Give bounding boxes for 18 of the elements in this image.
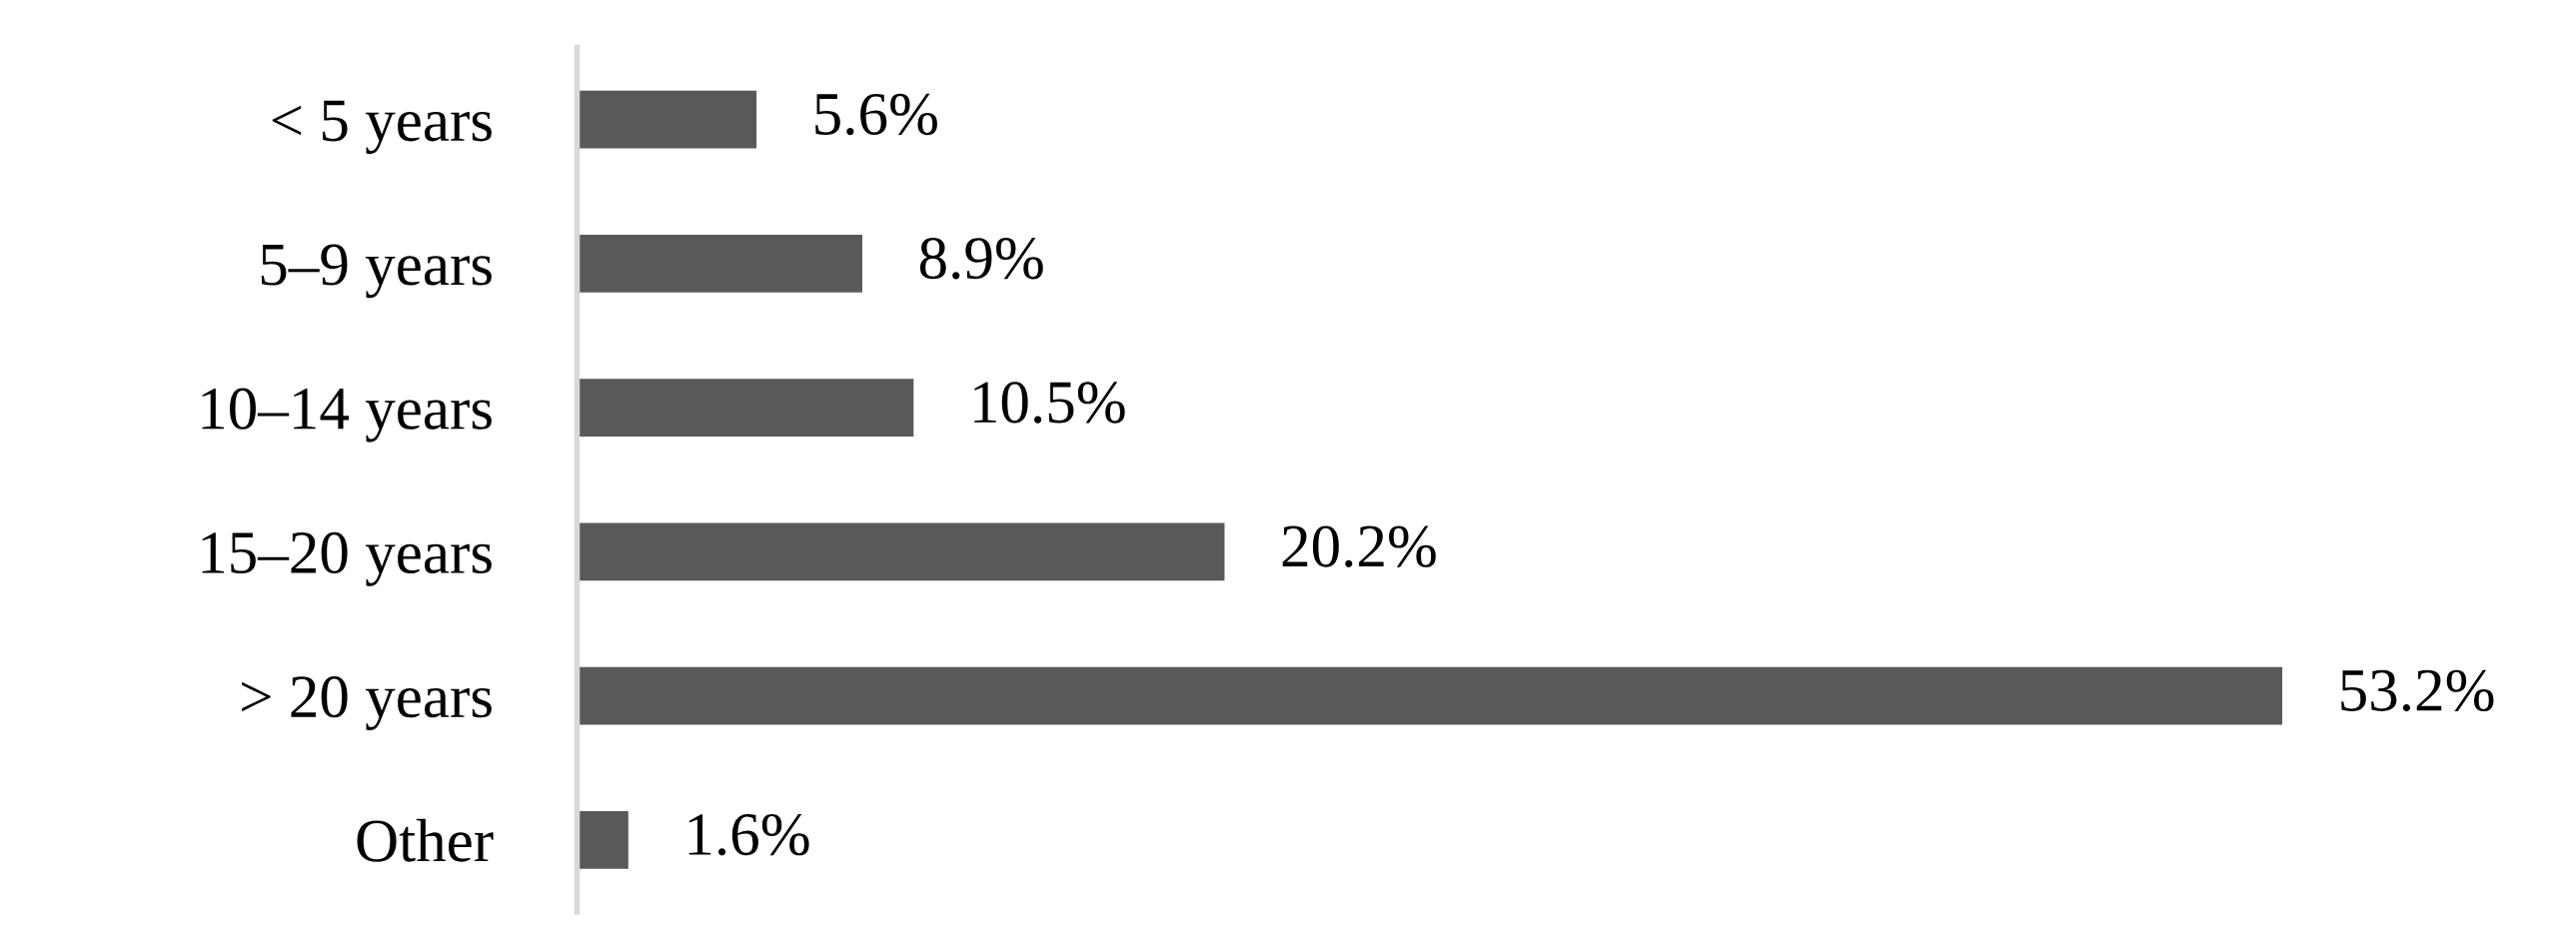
bar [577,90,757,149]
y-tick-label: Other [357,818,494,862]
data-label: 20.2% [1282,525,1436,567]
data-label: 1.6% [688,813,809,856]
data-label: 53.2% [2341,669,2494,712]
y-tick-label: 10–14 years [202,388,492,443]
bar [577,522,1225,581]
y-tick-label: < 5 years [272,100,492,154]
bar [577,379,914,437]
data-label: 8.9% [919,237,1043,280]
y-tick-label: 5–9 years [261,244,492,299]
bar [577,666,2283,725]
y-tick-label: 15–20 years [202,531,492,586]
data-label: 10.5% [974,382,1125,424]
bar [577,235,862,293]
bar [577,811,629,869]
y-tick-label: > 20 years [242,676,492,730]
data-label: 5.6% [815,93,937,136]
